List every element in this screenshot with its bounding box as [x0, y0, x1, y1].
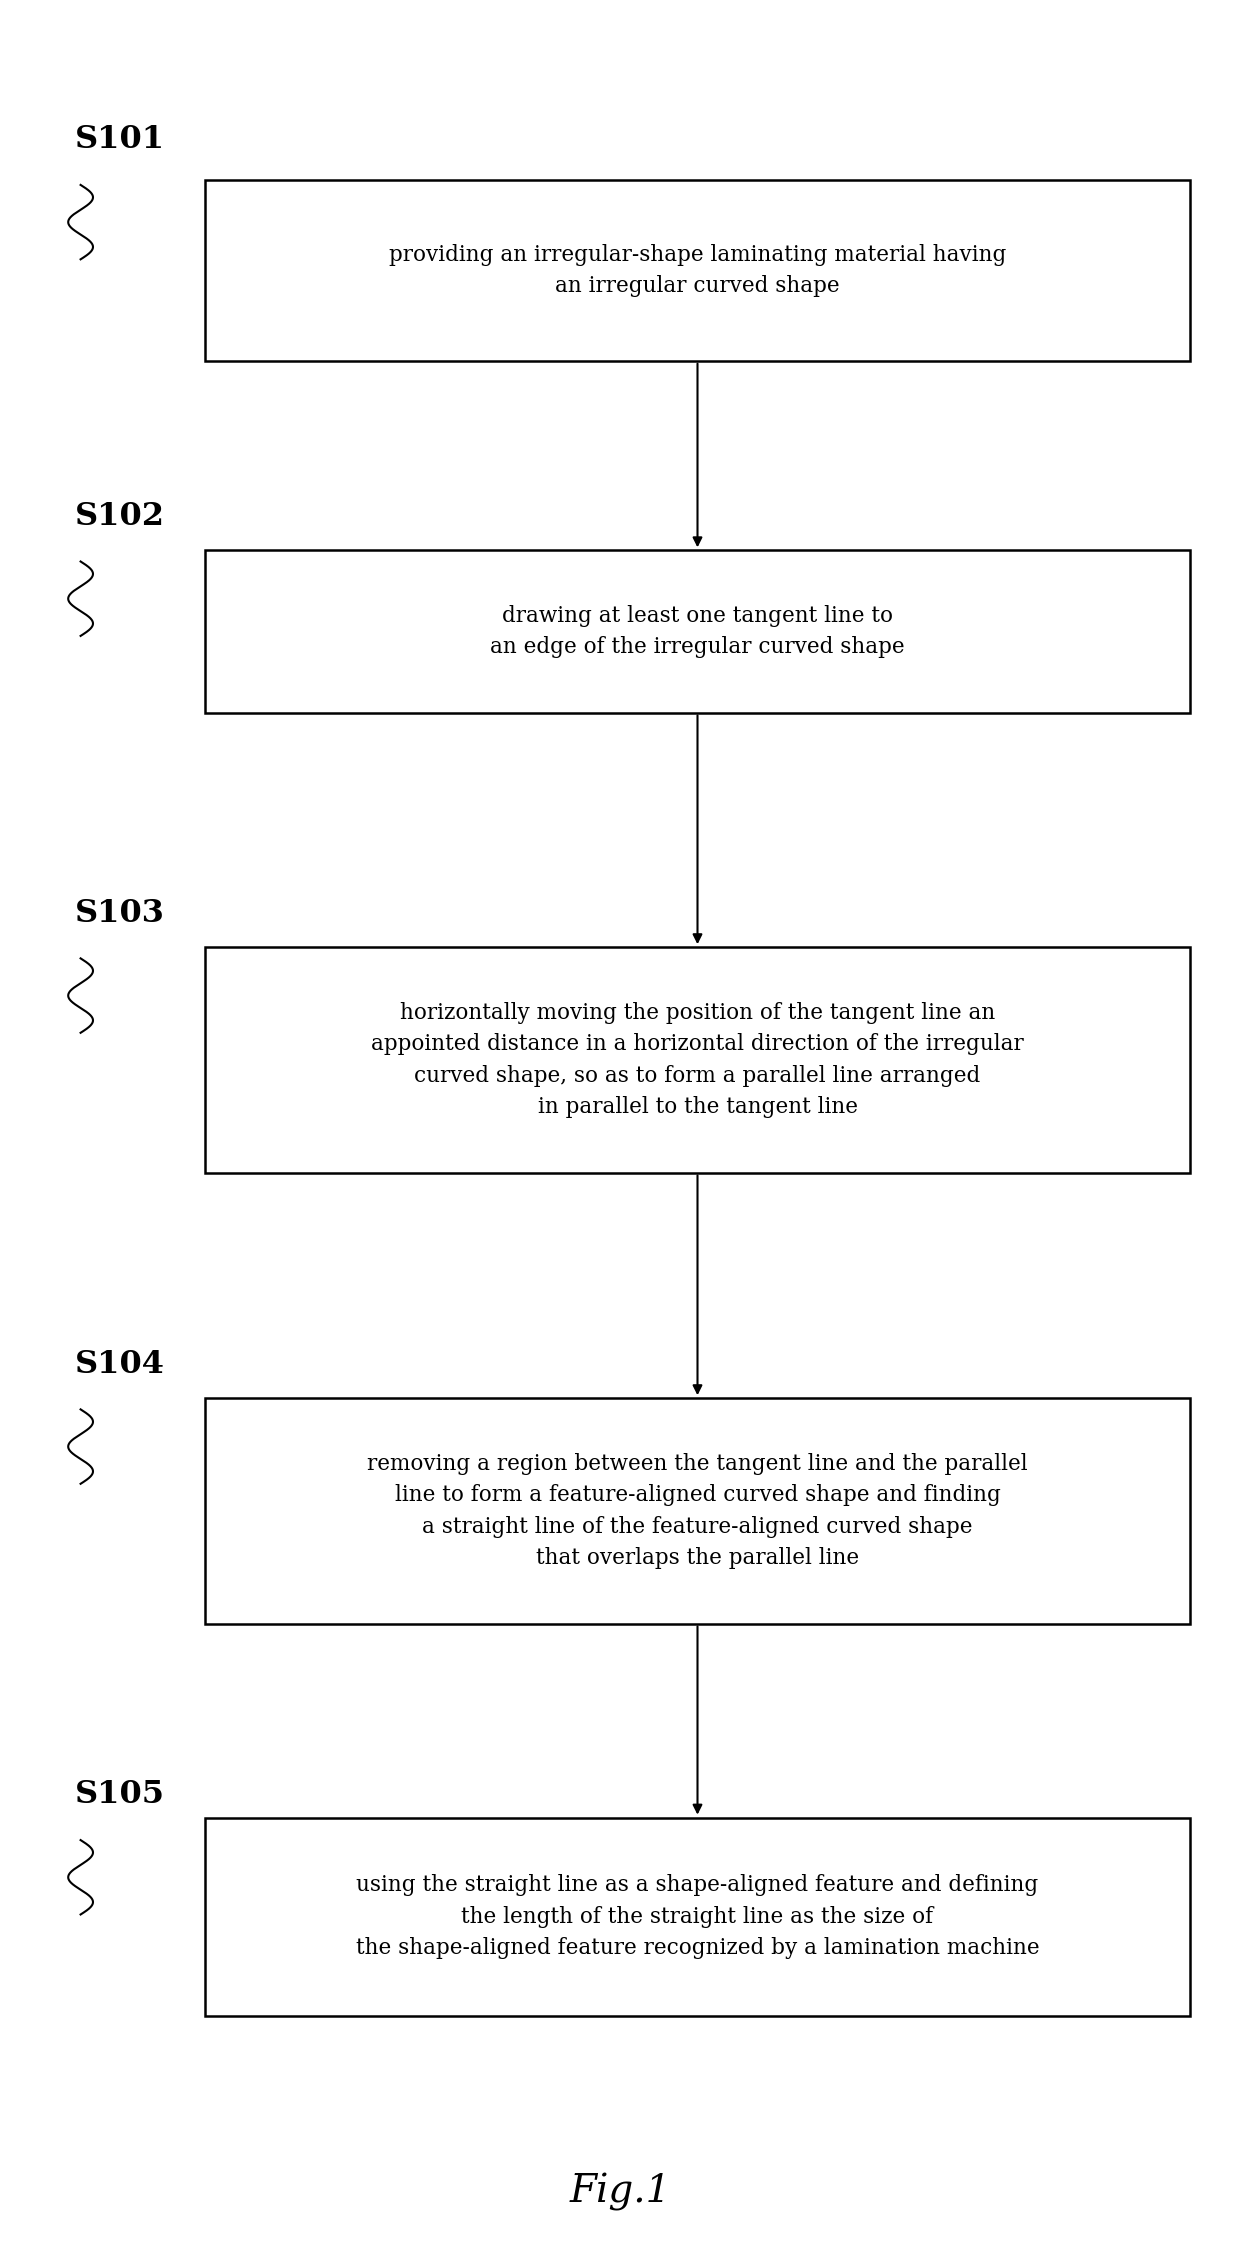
Text: S101: S101: [74, 124, 165, 156]
FancyBboxPatch shape: [205, 550, 1190, 713]
FancyBboxPatch shape: [205, 1818, 1190, 2016]
Text: removing a region between the tangent line and the parallel
line to form a featu: removing a region between the tangent li…: [367, 1452, 1028, 1569]
Text: Fig.1: Fig.1: [569, 2174, 671, 2210]
FancyBboxPatch shape: [205, 1398, 1190, 1624]
FancyBboxPatch shape: [205, 947, 1190, 1173]
Text: S104: S104: [74, 1348, 165, 1380]
Text: S102: S102: [74, 501, 165, 532]
Text: S105: S105: [74, 1779, 165, 1811]
Text: S103: S103: [74, 897, 164, 929]
Text: horizontally moving the position of the tangent line an
appointed distance in a : horizontally moving the position of the …: [371, 1001, 1024, 1118]
Text: using the straight line as a shape-aligned feature and defining
the length of th: using the straight line as a shape-align…: [356, 1874, 1039, 1960]
FancyBboxPatch shape: [205, 180, 1190, 361]
Text: providing an irregular-shape laminating material having
an irregular curved shap: providing an irregular-shape laminating …: [389, 244, 1006, 298]
Text: drawing at least one tangent line to
an edge of the irregular curved shape: drawing at least one tangent line to an …: [490, 604, 905, 658]
